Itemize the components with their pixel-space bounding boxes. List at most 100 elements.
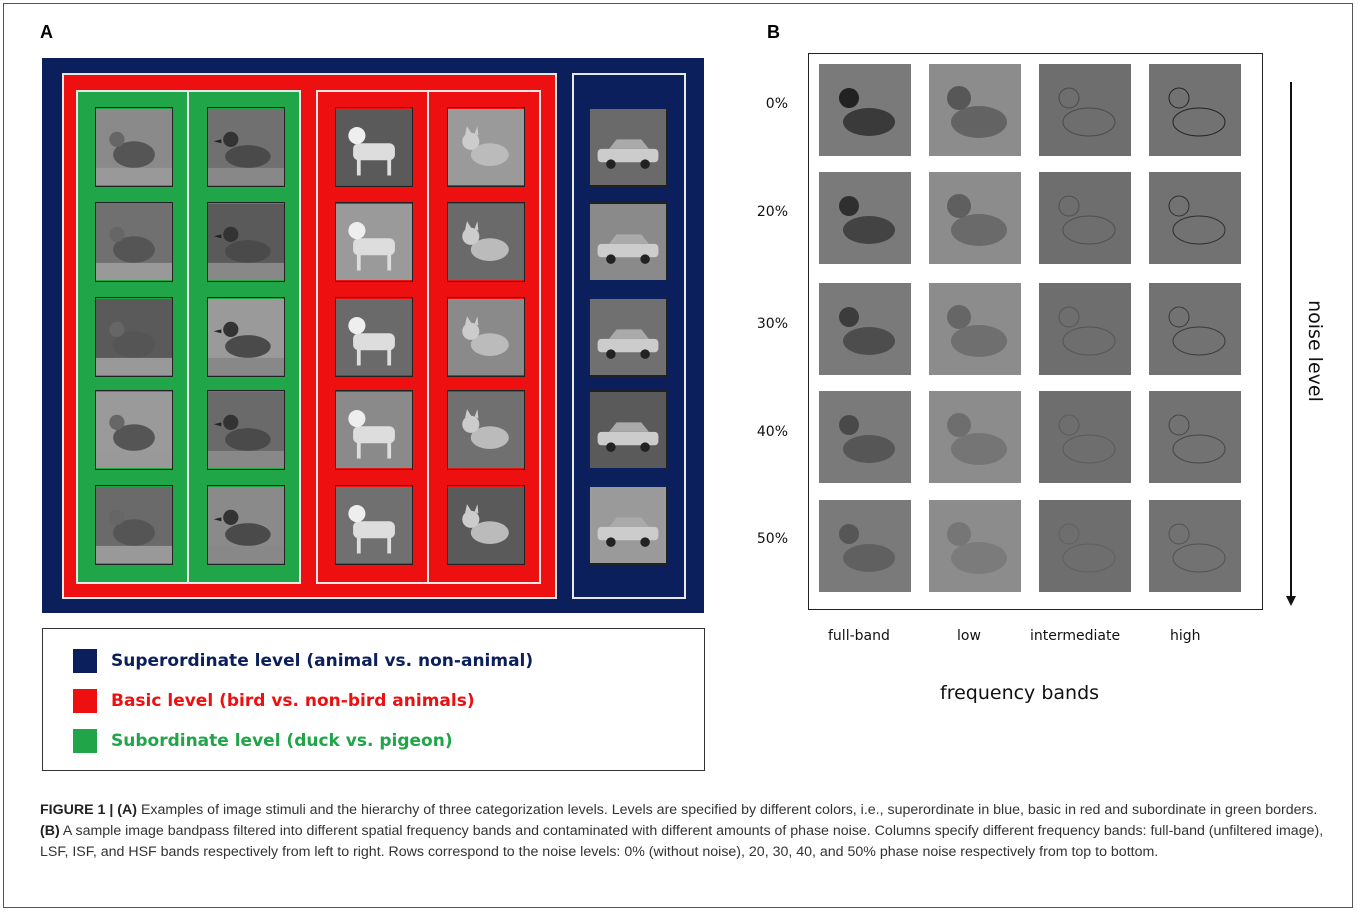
filtered-duck-thumbnail	[1149, 64, 1241, 156]
filtered-duck-thumbnail	[929, 500, 1021, 592]
non-animal-group-border	[572, 73, 686, 599]
duck-icon	[819, 283, 911, 375]
noise-label-20: 20%	[756, 204, 788, 220]
y-axis-title: noise level	[1304, 300, 1326, 402]
duck-icon	[929, 391, 1021, 483]
filtered-duck-thumbnail	[1039, 64, 1131, 156]
duck-icon	[929, 172, 1021, 264]
figure-caption: FIGURE 1 | (A) Examples of image stimuli…	[40, 800, 1330, 863]
dog-icon	[336, 392, 412, 468]
stimulus-thumbnail	[95, 107, 173, 187]
cat-icon	[448, 487, 524, 563]
legend-item-subordinate: Subordinate level (duck vs. pigeon)	[73, 728, 453, 754]
duck-icon	[1039, 500, 1131, 592]
car-icon	[590, 392, 666, 468]
filtered-duck-thumbnail	[1039, 391, 1131, 483]
duck-icon	[208, 392, 284, 468]
cat-icon	[448, 109, 524, 185]
band-label-high: high	[1170, 628, 1201, 644]
duck-icon	[1149, 500, 1241, 592]
duck-icon	[1149, 391, 1241, 483]
duck-icon	[929, 500, 1021, 592]
cat-icon	[448, 204, 524, 280]
bird-divider	[187, 92, 189, 582]
car-icon	[590, 204, 666, 280]
dog-icon	[336, 487, 412, 563]
noise-label-50: 50%	[756, 531, 788, 547]
stimulus-thumbnail	[207, 107, 285, 187]
noise-arrow	[1290, 82, 1292, 598]
stimulus-thumbnail	[335, 390, 413, 470]
pigeon-icon	[96, 109, 172, 185]
stimulus-thumbnail	[95, 297, 173, 377]
band-label-intermediate: intermediate	[1030, 628, 1121, 644]
duck-icon	[1149, 283, 1241, 375]
filtered-duck-thumbnail	[929, 172, 1021, 264]
non-bird-divider	[427, 92, 429, 582]
filtered-duck-thumbnail	[1149, 500, 1241, 592]
stimulus-thumbnail	[335, 485, 413, 565]
noise-label-0: 0%	[765, 96, 788, 112]
stimulus-thumbnail	[589, 297, 667, 377]
car-icon	[590, 299, 666, 375]
filtered-duck-thumbnail	[1149, 391, 1241, 483]
bird-group-border	[76, 90, 301, 584]
legend-swatch	[73, 689, 97, 713]
legend-swatch	[73, 649, 97, 673]
duck-icon	[929, 64, 1021, 156]
filtered-duck-thumbnail	[929, 391, 1021, 483]
filtered-duck-thumbnail	[929, 283, 1021, 375]
stimulus-thumbnail	[95, 202, 173, 282]
duck-icon	[208, 299, 284, 375]
cat-icon	[448, 392, 524, 468]
filtered-duck-thumbnail	[819, 391, 911, 483]
duck-icon	[819, 172, 911, 264]
filtered-duck-thumbnail	[929, 64, 1021, 156]
duck-icon	[1149, 172, 1241, 264]
duck-icon	[929, 283, 1021, 375]
filtered-duck-thumbnail	[1039, 500, 1131, 592]
dog-icon	[336, 109, 412, 185]
band-label-full: full-band	[828, 628, 890, 644]
stimulus-thumbnail	[589, 390, 667, 470]
stimulus-thumbnail	[447, 390, 525, 470]
band-label-low: low	[957, 628, 981, 644]
caption-part-b-tag: (B)	[40, 823, 60, 839]
caption-part-a-text: Examples of image stimuli and the hierar…	[137, 802, 1318, 818]
pigeon-icon	[96, 392, 172, 468]
stimulus-thumbnail	[447, 202, 525, 282]
duck-icon	[208, 204, 284, 280]
stimulus-thumbnail	[335, 202, 413, 282]
stimulus-thumbnail	[207, 485, 285, 565]
caption-part-b-text: A sample image bandpass filtered into di…	[40, 823, 1324, 860]
legend-label: Basic level (bird vs. non-bird animals)	[111, 691, 475, 711]
duck-icon	[1039, 64, 1131, 156]
duck-icon	[208, 487, 284, 563]
stimulus-thumbnail	[589, 107, 667, 187]
animal-group-border	[62, 73, 557, 599]
legend-swatch	[73, 729, 97, 753]
car-icon	[590, 109, 666, 185]
legend-item-superordinate: Superordinate level (animal vs. non-anim…	[73, 648, 533, 674]
duck-icon	[1149, 64, 1241, 156]
non-bird-group-border	[316, 90, 541, 584]
noise-arrow-head	[1286, 596, 1296, 606]
noise-label-40: 40%	[756, 424, 788, 440]
stimulus-thumbnail	[447, 107, 525, 187]
pigeon-icon	[96, 204, 172, 280]
pigeon-icon	[96, 487, 172, 563]
dog-icon	[336, 204, 412, 280]
filtered-duck-thumbnail	[1149, 172, 1241, 264]
stimulus-thumbnail	[335, 107, 413, 187]
noise-label-30: 30%	[756, 316, 788, 332]
legend-box: Superordinate level (animal vs. non-anim…	[42, 628, 705, 771]
legend-label: Subordinate level (duck vs. pigeon)	[111, 731, 453, 751]
panel-b-letter: B	[767, 22, 780, 42]
stimulus-thumbnail	[207, 390, 285, 470]
filtered-duck-thumbnail	[819, 283, 911, 375]
stimulus-thumbnail	[335, 297, 413, 377]
filtered-duck-thumbnail	[1149, 283, 1241, 375]
car-icon	[590, 487, 666, 563]
dog-icon	[336, 299, 412, 375]
pigeon-icon	[96, 299, 172, 375]
